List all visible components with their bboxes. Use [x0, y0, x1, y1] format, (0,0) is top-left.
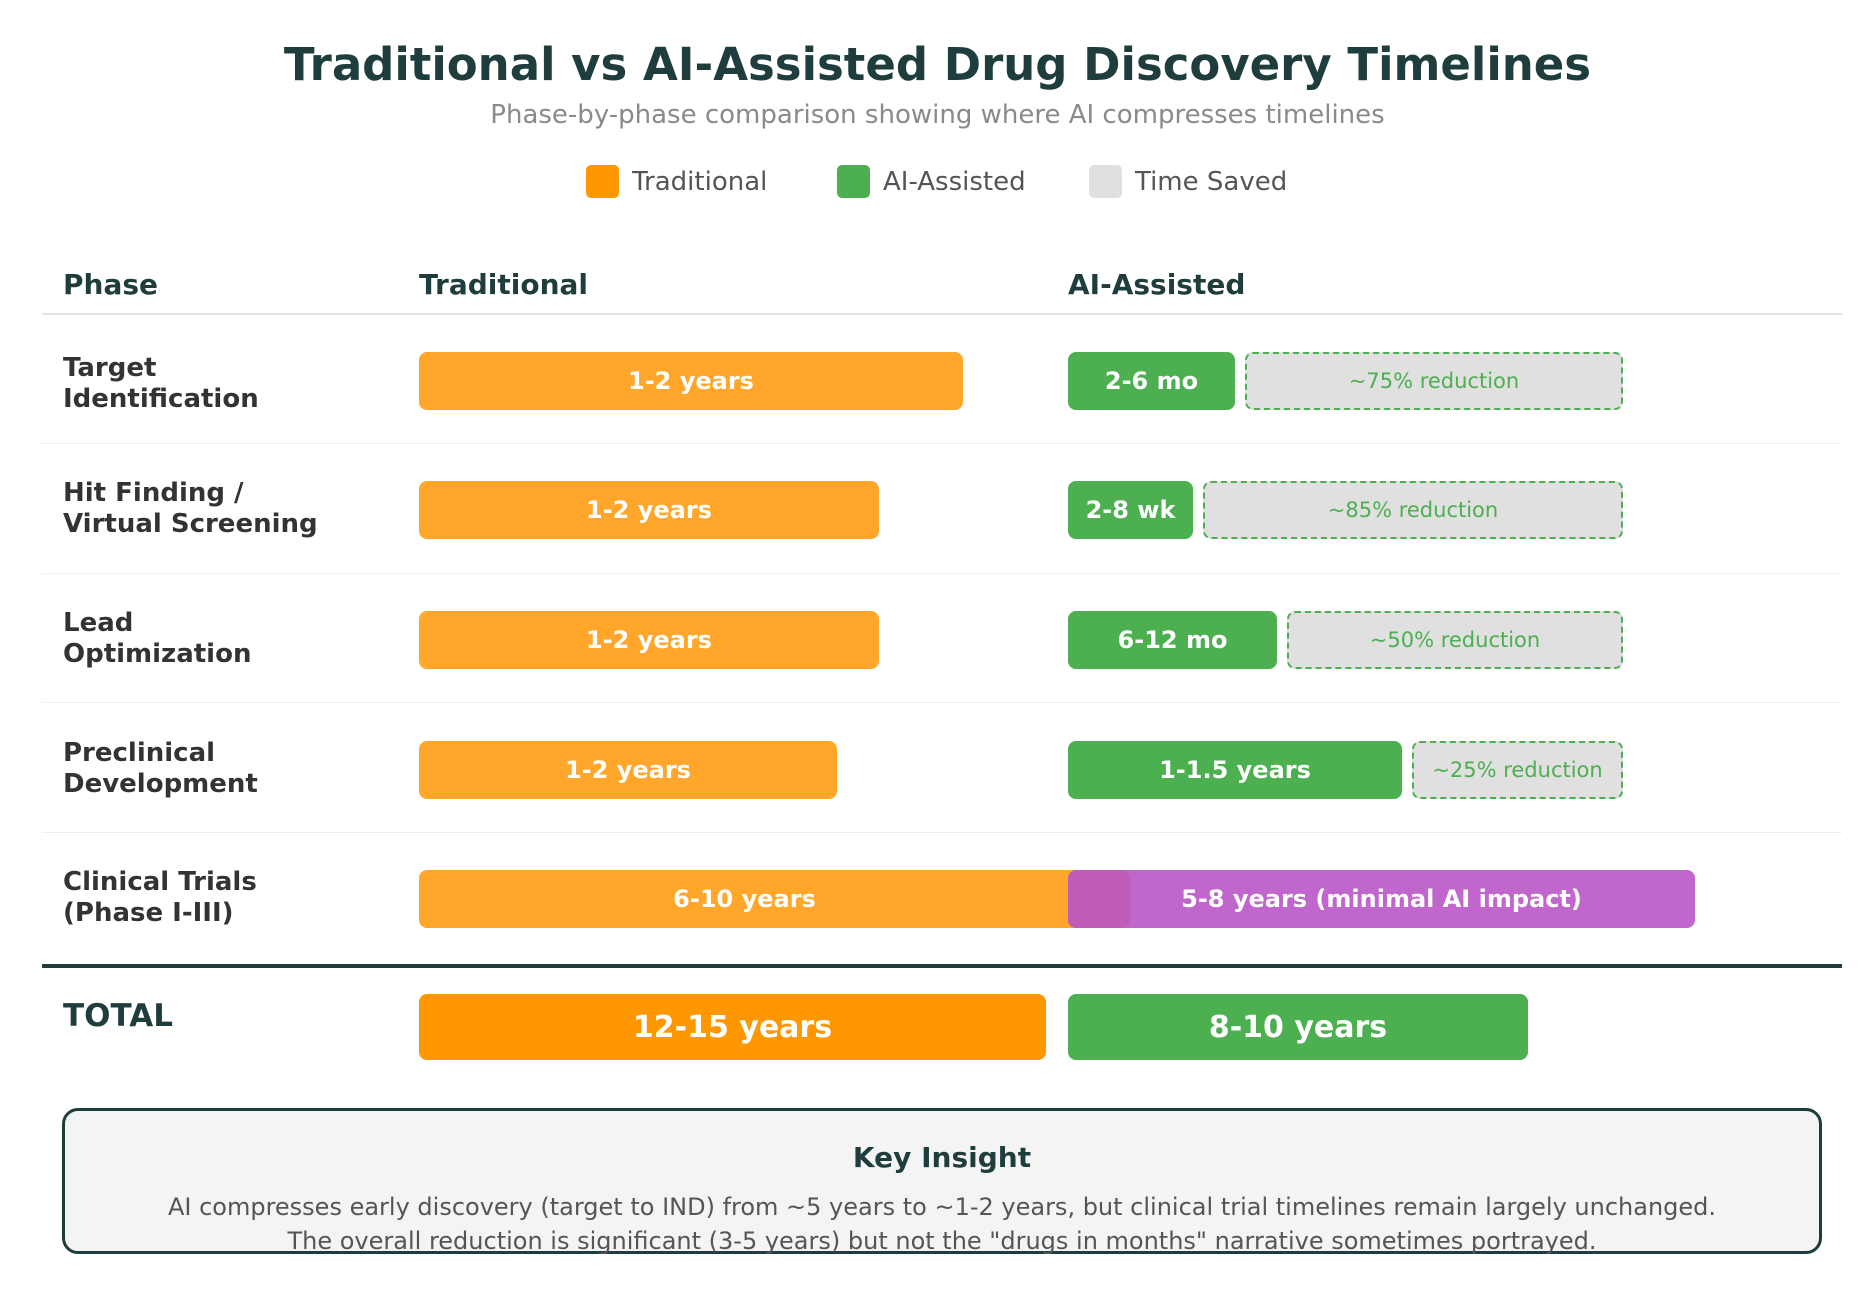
- key-insight-line-1: AI compresses early discovery (target to…: [167, 1193, 1717, 1221]
- row-divider: [42, 443, 1842, 444]
- ai-bar-lead-optimization: 6-12 mo: [1068, 611, 1277, 669]
- time-saved-bar-target-identification: ~75% reduction: [1245, 352, 1623, 410]
- time-saved-bar-hit-finding: ~85% reduction: [1203, 481, 1623, 539]
- total-divider: [42, 964, 1842, 968]
- ai-bar-target-identification: 2-6 mo: [1068, 352, 1235, 410]
- chart-subtitle: Phase-by-phase comparison showing where …: [490, 100, 1385, 130]
- ai-bar-hit-finding: 2-8 wk: [1068, 481, 1193, 539]
- legend-swatch-traditional: [586, 165, 619, 198]
- traditional-bar-lead-optimization: 1-2 years: [419, 611, 879, 669]
- traditional-bar-hit-finding: 1-2 years: [419, 481, 879, 539]
- column-header-phase: Phase: [63, 268, 159, 301]
- ai-bar-preclinical-development: 1-1.5 years: [1068, 741, 1402, 799]
- chart-title: Traditional vs AI-Assisted Drug Discover…: [283, 38, 1592, 91]
- phase-label-hit-finding: Hit Finding / Virtual Screening: [63, 478, 318, 539]
- legend-label-time-saved: Time Saved: [1135, 167, 1288, 197]
- phase-label-clinical-trials: Clinical Trials (Phase I-III): [63, 867, 257, 928]
- total-traditional-bar: 12-15 years: [419, 994, 1046, 1060]
- time-saved-bar-lead-optimization: ~50% reduction: [1287, 611, 1623, 669]
- header-divider: [42, 313, 1842, 315]
- traditional-bar-target-identification: 1-2 years: [419, 352, 963, 410]
- legend-swatch-ai-assisted: [837, 165, 870, 198]
- column-header-ai-assisted: AI-Assisted: [1068, 268, 1246, 301]
- key-insight-line-2: The overall reduction is significant (3-…: [287, 1227, 1597, 1255]
- row-divider: [42, 573, 1842, 574]
- row-divider: [42, 702, 1842, 703]
- column-header-traditional: Traditional: [419, 268, 589, 301]
- row-divider: [42, 832, 1842, 833]
- phase-label-lead-optimization: Lead Optimization: [63, 608, 252, 669]
- phase-label-preclinical-development: Preclinical Development: [63, 738, 258, 799]
- traditional-bar-clinical-trials: 6-10 years: [419, 870, 1130, 928]
- total-ai-bar: 8-10 years: [1068, 994, 1528, 1060]
- phase-label-target-identification: Target Identification: [63, 353, 259, 414]
- legend-label-ai-assisted: AI-Assisted: [883, 167, 1026, 197]
- traditional-bar-preclinical-development: 1-2 years: [419, 741, 837, 799]
- ai-bar-clinical-trials: 5-8 years (minimal AI impact): [1068, 870, 1695, 928]
- time-saved-bar-preclinical-development: ~25% reduction: [1412, 741, 1623, 799]
- key-insight-title: Key Insight: [852, 1141, 1032, 1174]
- legend-swatch-time-saved: [1089, 165, 1122, 198]
- key-insight-box: Key Insight AI compresses early discover…: [62, 1108, 1822, 1255]
- total-label: TOTAL: [63, 998, 173, 1034]
- legend-label-traditional: Traditional: [632, 167, 768, 197]
